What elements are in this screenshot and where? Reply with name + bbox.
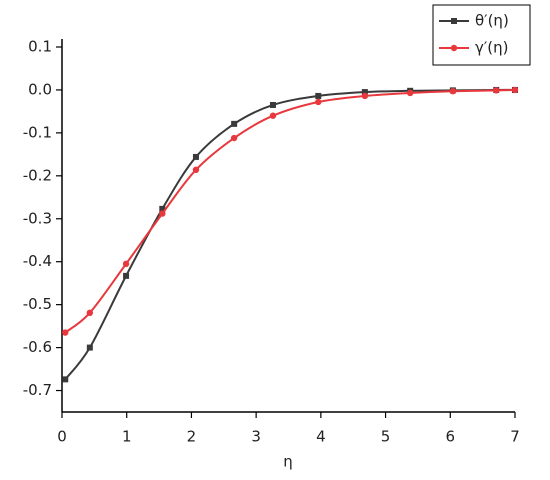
legend-box [432,4,531,66]
x-axis-label: η [283,453,293,471]
point-marker [159,210,166,217]
y-tick-label: -0.1 [23,123,52,141]
legend-marker [450,44,458,52]
legend-label: θ′(η) [475,12,509,30]
point-marker [122,260,130,268]
series-line [64,88,516,380]
point-marker [315,92,322,99]
x-tick-label: 2 [187,428,197,446]
point-marker [449,88,457,95]
legend: θ′(η) γ′(η) [432,4,531,66]
y-tick-label: -0.7 [23,381,52,399]
y-tick-label: -0.5 [23,295,52,313]
x-tick-label: 4 [316,428,326,446]
point-marker [493,87,500,94]
series-line [64,88,516,334]
point-marker [159,205,166,212]
point-marker [123,272,130,279]
point-marker [86,344,93,351]
legend-marker [451,18,457,24]
point-marker [192,166,200,174]
point-marker [192,153,199,160]
point-marker [361,92,369,100]
point-marker [361,89,368,96]
point-marker [62,376,69,383]
point-marker [269,112,277,119]
point-marker [315,98,322,106]
x-tick-label: 6 [446,428,456,446]
point-marker [231,120,238,127]
point-marker [406,89,414,97]
point-marker [230,134,238,142]
point-marker [62,329,69,336]
y-tick-label: 0.1 [28,38,52,56]
y-tick-label: -0.2 [23,166,52,184]
point-marker [511,86,519,94]
point-marker [269,101,276,108]
y-tick-label: -0.3 [23,209,52,227]
x-tick-label: 0 [57,428,67,446]
y-tick-label: -0.6 [23,338,52,356]
x-tick-label: 5 [381,428,391,446]
y-tick-label: -0.4 [23,252,52,270]
x-tick-label: 7 [510,428,520,446]
legend-label: γ′(η) [475,39,509,57]
x-tick-label: 3 [251,428,261,446]
point-marker [86,309,94,317]
x-tick-label: 1 [122,428,132,446]
y-tick-label: 0.0 [28,80,52,98]
